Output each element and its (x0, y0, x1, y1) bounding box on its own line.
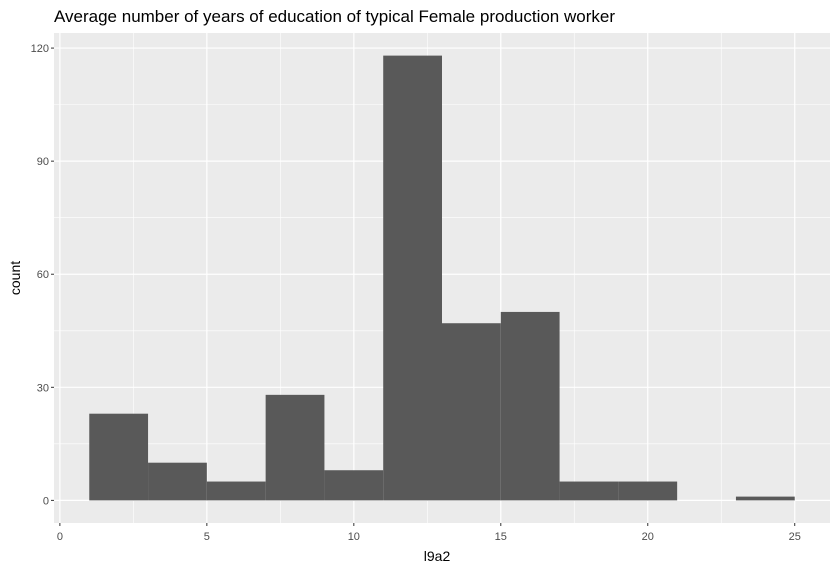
histogram-bar (89, 413, 149, 501)
histogram-bar (324, 470, 384, 501)
histogram-bar (500, 311, 560, 501)
histogram-bar (383, 55, 442, 501)
histogram-bar (735, 496, 795, 501)
y-tick-label: 90 (37, 156, 49, 168)
histogram-bar (559, 481, 619, 501)
y-tick-label: 0 (43, 495, 49, 507)
x-tick-label: 15 (495, 531, 507, 543)
x-axis-title: l9a2 (424, 548, 451, 564)
x-axis: 0 5 10 15 20 25 (57, 523, 801, 543)
y-axis: 0 30 60 90 120 (31, 43, 54, 507)
histogram-bar (618, 481, 678, 501)
x-tick-label: 10 (348, 531, 360, 543)
chart-title: Average number of years of education of … (54, 7, 615, 26)
histogram-bars (89, 55, 795, 501)
x-tick-label: 5 (204, 531, 210, 543)
histogram-bar (148, 462, 207, 501)
y-tick-label: 30 (37, 382, 49, 394)
y-tick-label: 60 (37, 269, 49, 281)
y-tick-label: 120 (31, 43, 49, 55)
histogram-bar (206, 481, 266, 501)
y-axis-title: count (7, 261, 23, 295)
histogram-bar (265, 394, 325, 501)
x-tick-label: 0 (57, 531, 63, 543)
x-tick-label: 25 (789, 531, 801, 543)
x-tick-label: 20 (642, 531, 654, 543)
histogram-bar (442, 323, 501, 501)
